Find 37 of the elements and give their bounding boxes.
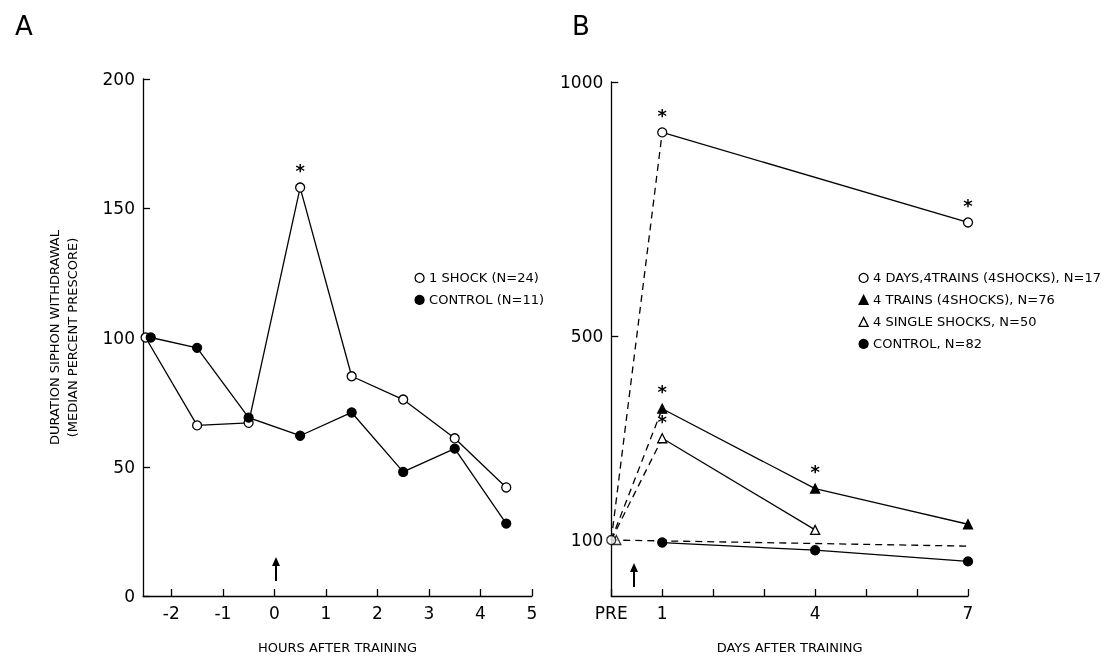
y-tick-label: 200 — [102, 69, 135, 89]
y-tick-label: 0 — [124, 586, 135, 606]
x-tick-label: 4 — [809, 602, 821, 623]
x-axis-title: DAYS AFTER TRAINING — [716, 639, 863, 655]
y-axis-title: DURATION SIPHON WITHDRAWAL (MEDIAN PERCENT PRESCORE) — [46, 229, 80, 445]
annotation: * — [810, 461, 821, 483]
x-tick-label: 7 — [962, 602, 974, 623]
legend-label: 4 SINGLE SHOCKS, N=50 — [873, 314, 1037, 330]
legend-label: CONTROL (N=11) — [429, 292, 544, 308]
legend-label: 1 SHOCK (N=24) — [429, 270, 539, 286]
x-tick-label: 5 — [526, 602, 538, 623]
y-tick-label: 100 — [570, 530, 604, 551]
legend-label: 4 TRAINS (4SHOCKS), N=76 — [873, 292, 1055, 308]
y-tick-label: 500 — [570, 326, 604, 347]
annotation: * — [657, 381, 668, 403]
x-tick-label: 1 — [656, 602, 668, 623]
x-tick-label: 2 — [372, 602, 383, 623]
annotation: * — [295, 160, 306, 182]
x-tick-label: 1 — [320, 602, 332, 623]
y-tick-label: 50 — [113, 456, 135, 477]
legend-label: 4 DAYS,4TRAINS (4SHOCKS), N=17 — [873, 270, 1102, 286]
chart-title: A — [15, 11, 33, 41]
x-tick-label: -2 — [162, 602, 180, 623]
annotation: * — [963, 194, 974, 216]
x-tick-label: -1 — [214, 602, 232, 623]
x-tick-label: 4 — [475, 602, 486, 623]
x-axis-title: HOURS AFTER TRAINING — [258, 639, 417, 655]
x-tick-label: 3 — [423, 602, 435, 623]
y-tick-label: 150 — [102, 198, 135, 219]
legend-label: CONTROL, N=82 — [873, 336, 983, 352]
annotation: * — [657, 410, 668, 432]
annotation: * — [657, 104, 668, 126]
chart-title: B — [572, 11, 590, 41]
x-tick-label: 0 — [268, 602, 280, 623]
y-tick-label: 100 — [102, 327, 135, 348]
y-tick-label: 1000 — [560, 72, 604, 92]
x-tick-label: PRE — [594, 602, 628, 623]
